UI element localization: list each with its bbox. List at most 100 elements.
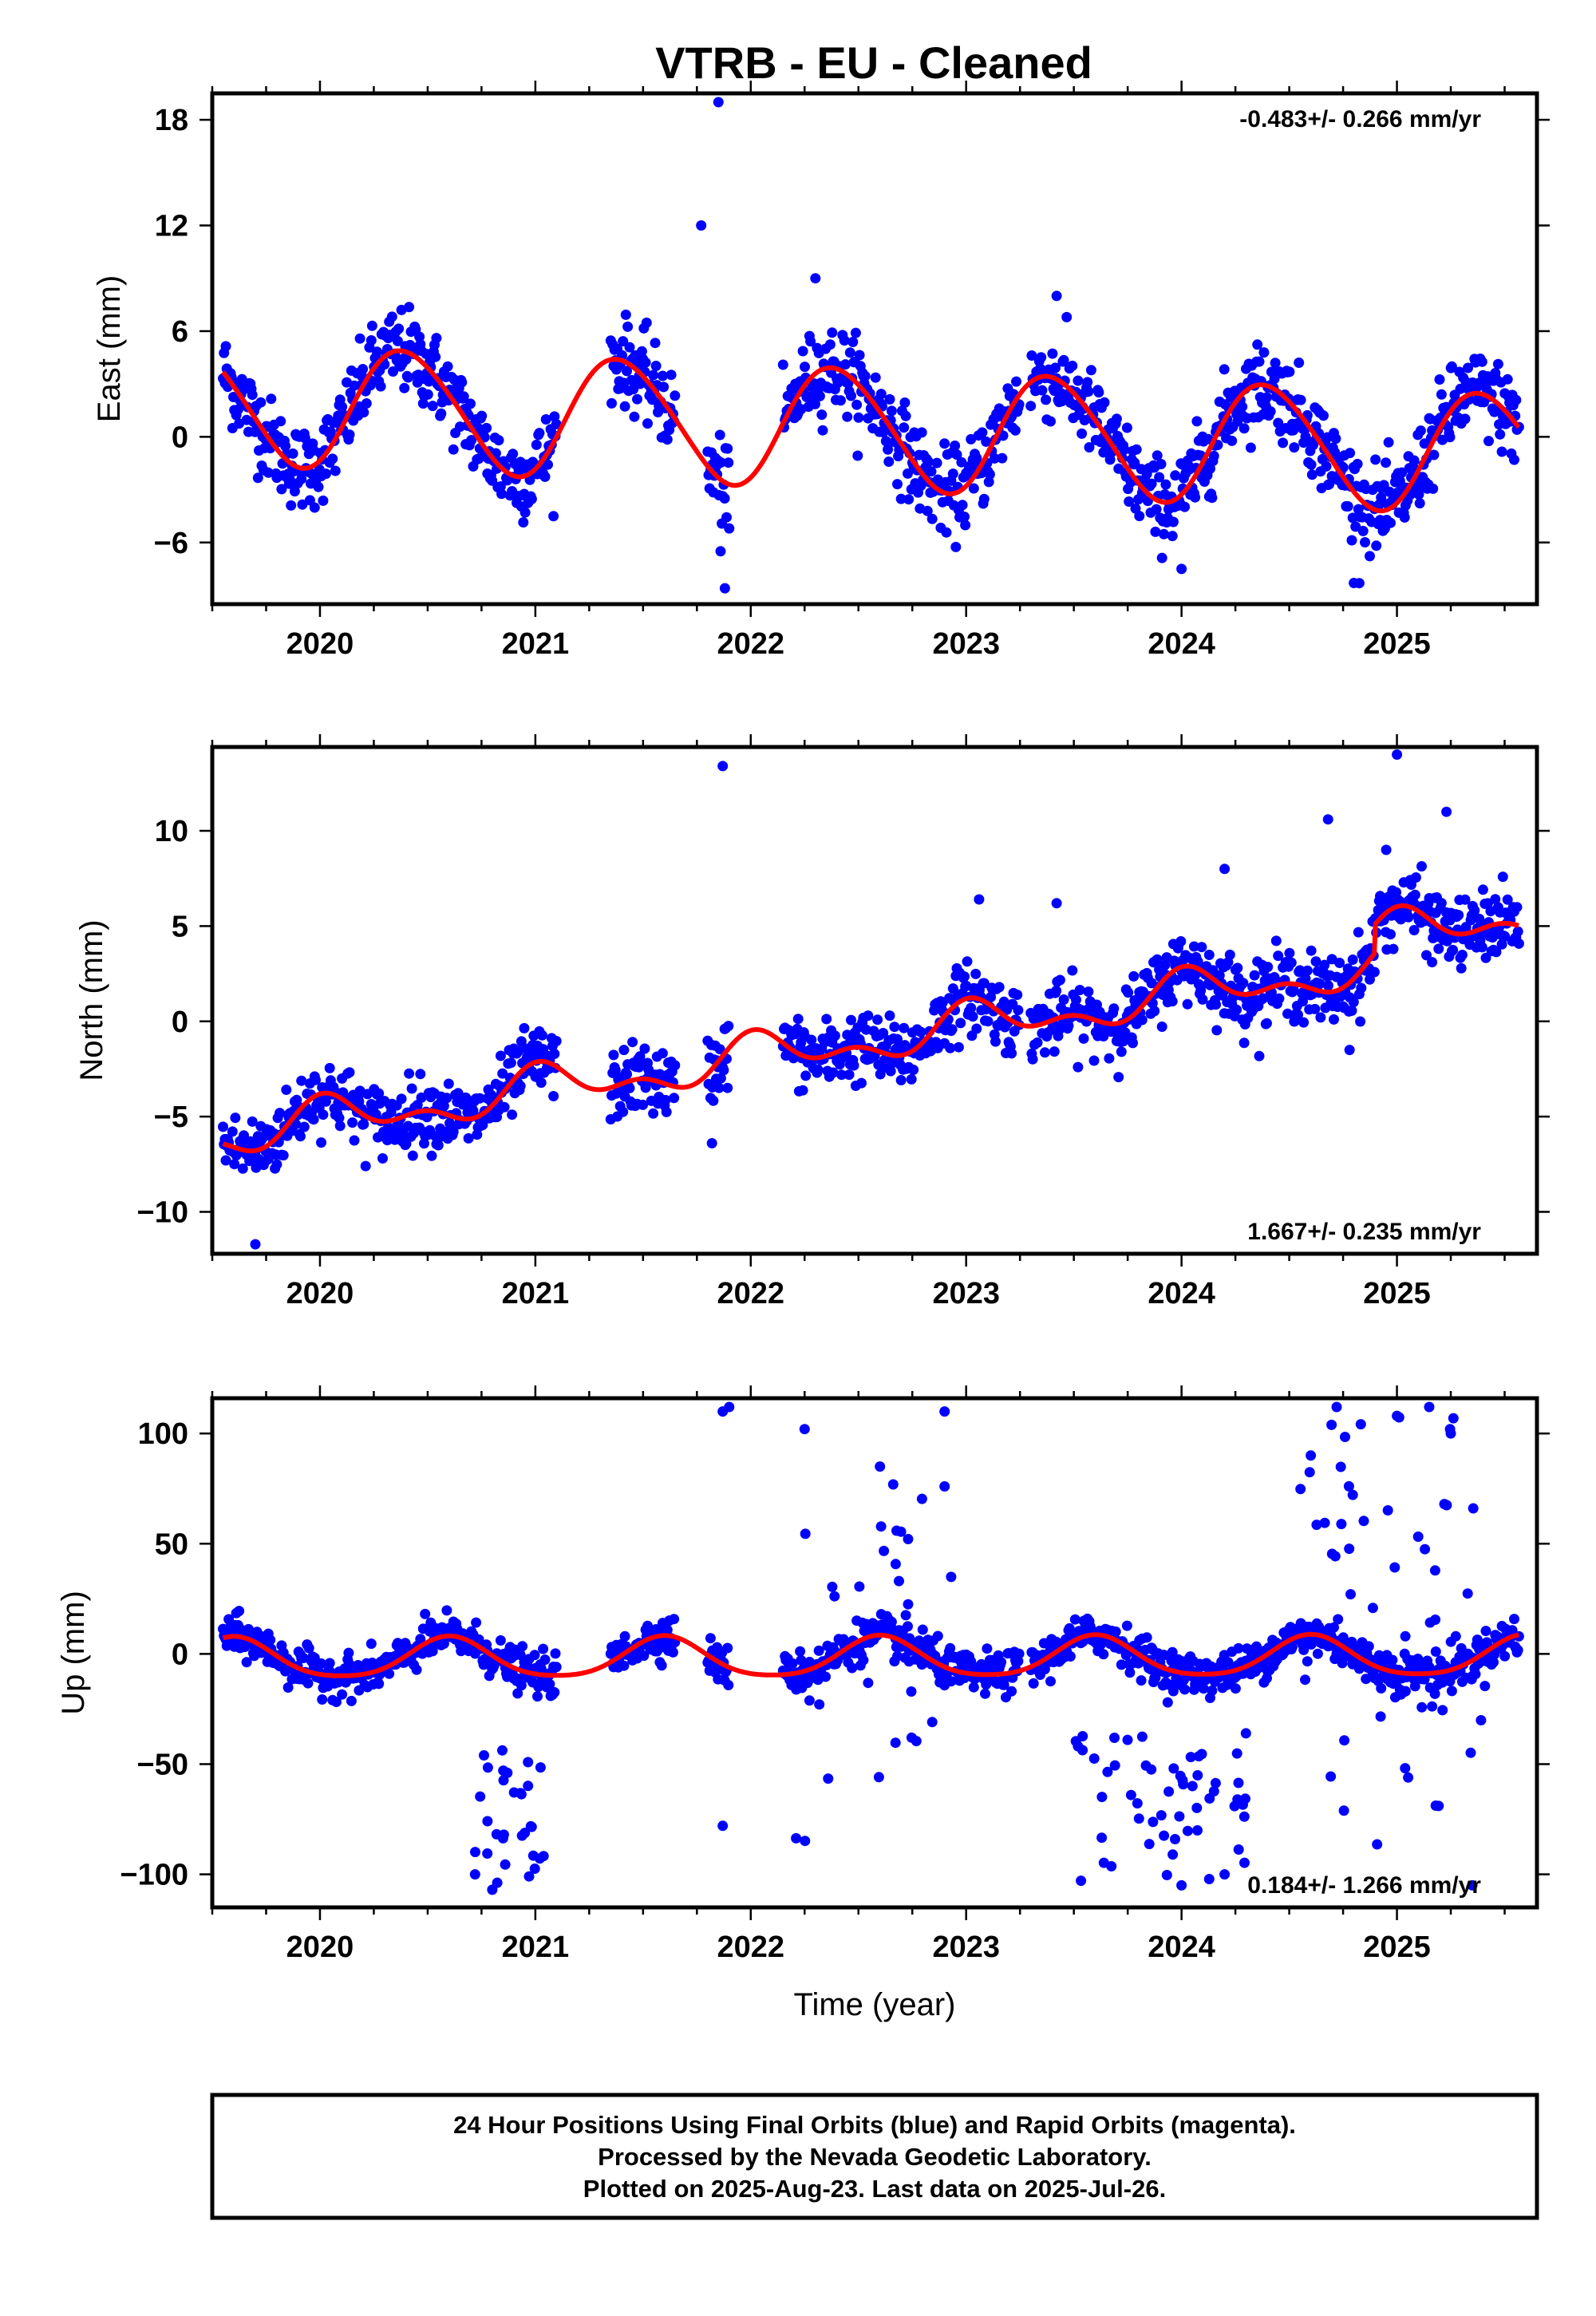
data-point bbox=[943, 1646, 954, 1657]
data-point bbox=[1284, 366, 1295, 377]
data-point bbox=[1488, 1657, 1499, 1668]
data-point bbox=[1176, 563, 1187, 575]
data-point bbox=[722, 1082, 733, 1093]
data-point bbox=[723, 1680, 734, 1690]
data-point bbox=[505, 1057, 516, 1069]
data-point bbox=[331, 1697, 342, 1707]
data-point bbox=[1310, 1003, 1321, 1014]
data-point bbox=[945, 1042, 956, 1053]
data-point bbox=[1191, 416, 1203, 427]
data-point bbox=[851, 399, 863, 410]
data-point bbox=[1345, 448, 1356, 459]
data-point bbox=[1363, 1641, 1374, 1652]
data-point bbox=[792, 1014, 804, 1025]
data-point bbox=[724, 1401, 735, 1413]
data-point bbox=[1371, 540, 1382, 551]
y-tick-label: 10 bbox=[155, 815, 188, 848]
data-point bbox=[448, 444, 459, 455]
data-point bbox=[955, 1018, 966, 1029]
data-point bbox=[475, 1791, 486, 1802]
data-point bbox=[1298, 1017, 1310, 1028]
data-point bbox=[1344, 1045, 1355, 1056]
data-point bbox=[887, 1479, 899, 1490]
data-point bbox=[805, 336, 816, 347]
data-point bbox=[516, 1680, 527, 1691]
data-point bbox=[1396, 467, 1408, 478]
data-point bbox=[330, 465, 341, 476]
data-point bbox=[848, 1060, 859, 1071]
data-point bbox=[548, 511, 559, 522]
data-point bbox=[899, 1022, 910, 1034]
data-point bbox=[1376, 492, 1387, 503]
data-point bbox=[549, 1049, 560, 1059]
data-point bbox=[349, 1135, 360, 1146]
data-point bbox=[407, 1150, 418, 1161]
data-point bbox=[639, 1043, 650, 1054]
data-point bbox=[1476, 1715, 1487, 1725]
data-point bbox=[1099, 397, 1110, 408]
data-point bbox=[814, 390, 825, 401]
data-point bbox=[916, 1493, 927, 1504]
data-point bbox=[1326, 1419, 1337, 1430]
data-point bbox=[1403, 911, 1414, 923]
data-point bbox=[1334, 958, 1345, 968]
y-tick-label: 6 bbox=[172, 315, 188, 349]
data-point bbox=[1392, 749, 1403, 760]
data-point bbox=[1509, 454, 1519, 465]
data-point bbox=[1273, 417, 1284, 429]
data-point bbox=[1152, 450, 1163, 461]
data-point bbox=[875, 1461, 886, 1472]
data-point bbox=[719, 583, 730, 594]
data-point bbox=[966, 1002, 977, 1014]
data-point bbox=[1167, 516, 1179, 528]
data-point bbox=[799, 1424, 810, 1435]
data-point bbox=[523, 1757, 534, 1768]
data-point bbox=[842, 411, 853, 422]
data-point bbox=[358, 407, 369, 418]
data-point bbox=[346, 1695, 357, 1706]
data-point bbox=[1187, 1780, 1198, 1792]
data-point bbox=[1329, 1622, 1339, 1633]
data-point bbox=[1083, 986, 1094, 998]
data-point bbox=[377, 1153, 388, 1164]
data-point bbox=[1300, 973, 1311, 984]
data-point bbox=[1136, 1675, 1147, 1686]
data-point bbox=[344, 1067, 355, 1078]
data-point bbox=[1082, 377, 1093, 388]
data-point bbox=[442, 361, 453, 372]
data-point bbox=[660, 1094, 671, 1105]
x-tick-label: 2025 bbox=[1363, 1277, 1431, 1310]
data-point bbox=[1238, 1037, 1250, 1049]
data-point bbox=[1118, 1036, 1129, 1047]
data-point bbox=[670, 1060, 681, 1071]
data-point bbox=[1469, 905, 1480, 916]
data-point bbox=[1312, 1648, 1323, 1659]
data-point bbox=[1232, 962, 1243, 974]
data-point bbox=[1198, 1683, 1209, 1694]
x-axis-label: Time (year) bbox=[794, 1987, 956, 2022]
data-point bbox=[1306, 1450, 1317, 1461]
data-point bbox=[1480, 1626, 1491, 1637]
data-point bbox=[983, 476, 994, 488]
data-point bbox=[1254, 1050, 1265, 1061]
data-point bbox=[846, 390, 856, 401]
data-point bbox=[1492, 358, 1503, 370]
data-point bbox=[1182, 998, 1193, 1010]
data-point bbox=[1098, 1649, 1109, 1660]
data-point bbox=[800, 1070, 812, 1081]
data-point bbox=[1208, 450, 1219, 461]
data-point bbox=[883, 444, 894, 455]
data-point bbox=[1428, 483, 1439, 494]
data-point bbox=[1128, 970, 1140, 982]
data-point bbox=[401, 354, 412, 365]
data-point bbox=[638, 1099, 649, 1110]
data-point bbox=[1322, 814, 1333, 825]
data-point bbox=[926, 466, 937, 477]
data-point bbox=[1460, 413, 1471, 425]
data-point bbox=[959, 512, 970, 522]
data-point bbox=[899, 397, 911, 408]
data-point bbox=[1085, 365, 1096, 376]
y-axis-label: East (mm) bbox=[92, 275, 127, 422]
data-point bbox=[497, 1068, 508, 1079]
data-point bbox=[1065, 1651, 1076, 1662]
